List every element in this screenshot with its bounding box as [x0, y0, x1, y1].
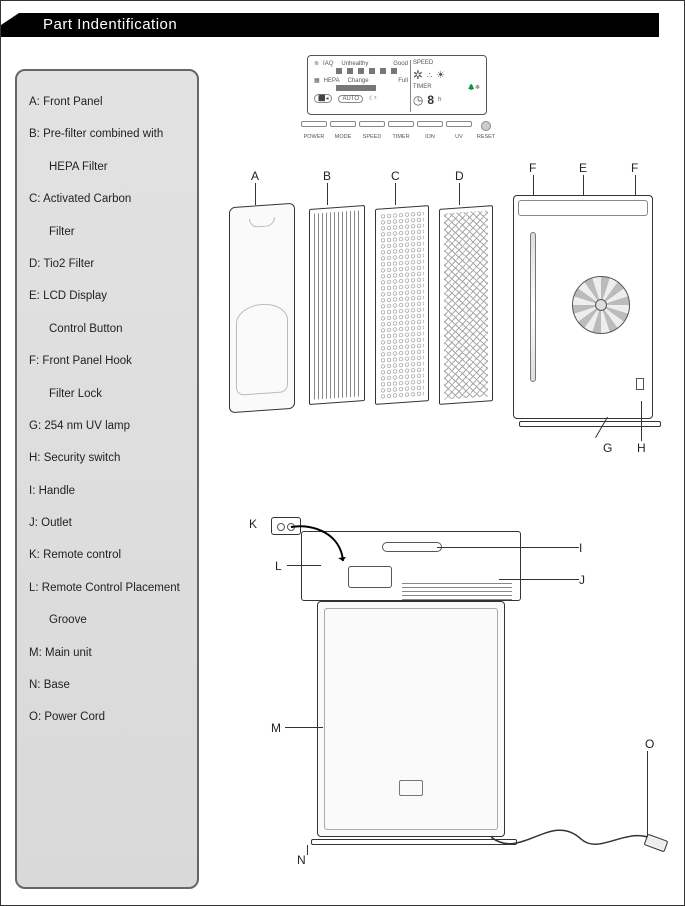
header-notch2: [1, 25, 19, 37]
legend-item: F: Front Panel HookFilter Lock: [29, 352, 187, 403]
power-button[interactable]: [301, 121, 327, 127]
button-row: [301, 121, 517, 131]
reset-button[interactable]: [481, 121, 491, 131]
legend-item: E: LCD DisplayControl Button: [29, 287, 187, 338]
legend-item: O: Power Cord: [29, 708, 187, 726]
uv-button[interactable]: [446, 121, 472, 127]
button-labels: POWER MODE SPEED TIMER ION UV RESET: [301, 134, 517, 140]
control-panel-diagram: ≋ IAQ Unhealthy Good ▦ HEPA Change Full …: [297, 55, 517, 151]
rear-diagram: K L M N I J O: [241, 501, 671, 881]
rear-main: [317, 601, 505, 837]
main-body: [513, 195, 653, 419]
legend-item: G: 254 nm UV lamp: [29, 417, 187, 435]
callout-l: L: [275, 559, 282, 573]
callout-f2: F: [631, 161, 638, 175]
outlet-grille: [402, 582, 512, 600]
legend-text: J: Outlet: [29, 517, 72, 529]
legend-text: E: LCD Display: [29, 290, 107, 302]
callout-c: C: [391, 169, 400, 183]
base: [519, 421, 661, 427]
fan-icon: [572, 276, 630, 334]
speed-button[interactable]: [359, 121, 385, 127]
front-panel: [229, 203, 295, 414]
legend-item: C: Activated CarbonFilter: [29, 190, 187, 241]
callout-i: I: [579, 541, 582, 555]
legend-text: K: Remote control: [29, 549, 121, 561]
legend-item: B: Pre-filter combined withHEPA Filter: [29, 125, 187, 176]
legend-item: K: Remote control: [29, 546, 187, 564]
legend-text: N: Base: [29, 679, 70, 691]
callout-o: O: [645, 737, 654, 751]
legend-panel: A: Front Panel B: Pre-filter combined wi…: [15, 69, 199, 889]
callout-g: G: [603, 441, 612, 455]
callout-m: M: [271, 721, 281, 735]
legend-text: O: Power Cord: [29, 711, 105, 723]
timer-button[interactable]: [388, 121, 414, 127]
legend-item: H: Security switch: [29, 449, 187, 467]
legend-item: J: Outlet: [29, 514, 187, 532]
legend-text: G: 254 nm UV lamp: [29, 420, 130, 432]
callout-f1: F: [529, 161, 536, 175]
callout-a: A: [251, 169, 259, 183]
callout-k: K: [249, 517, 257, 531]
legend-item: N: Base: [29, 676, 187, 694]
legend-item: L: Remote Control PlacementGroove: [29, 579, 187, 630]
security-switch: [636, 378, 644, 390]
legend-text: C: Activated Carbon: [29, 193, 131, 205]
legend-item: I: Handle: [29, 482, 187, 500]
legend-text: B: Pre-filter combined with: [29, 128, 163, 140]
tio2-filter: [439, 205, 493, 405]
legend-text: H: Security switch: [29, 452, 120, 464]
ion-button[interactable]: [417, 121, 443, 127]
hepa-filter: [309, 205, 365, 405]
lcd-display: ≋ IAQ Unhealthy Good ▦ HEPA Change Full …: [307, 55, 487, 115]
callout-d: D: [455, 169, 464, 183]
section-title: Part Indentification: [43, 16, 177, 33]
legend-text: M: Main unit: [29, 647, 92, 659]
uv-lamp: [530, 232, 536, 382]
callout-h: H: [637, 441, 646, 455]
callout-j: J: [579, 573, 585, 587]
power-cord: [491, 801, 671, 871]
callout-b: B: [323, 169, 331, 183]
handle: [382, 542, 442, 552]
remote-arrow-icon: [285, 521, 355, 571]
legend-text: I: Handle: [29, 485, 75, 497]
legend-text: L: Remote Control Placement: [29, 582, 180, 594]
section-header: Part Indentification: [19, 13, 659, 37]
callout-n: N: [297, 853, 306, 867]
legend-text: F: Front Panel Hook: [29, 355, 132, 367]
legend-item: M: Main unit: [29, 644, 187, 662]
legend-text: D: Tio2 Filter: [29, 258, 94, 270]
legend-text: A: Front Panel: [29, 96, 103, 108]
rear-base: [311, 839, 517, 845]
callout-e: E: [579, 161, 587, 175]
header-notch: [1, 13, 19, 25]
legend-item: D: Tio2 Filter: [29, 255, 187, 273]
legend-item: A: Front Panel: [29, 93, 187, 111]
exploded-diagram: A B C D F E F G H: [223, 169, 673, 469]
carbon-filter: [375, 205, 429, 405]
mode-button[interactable]: [330, 121, 356, 127]
